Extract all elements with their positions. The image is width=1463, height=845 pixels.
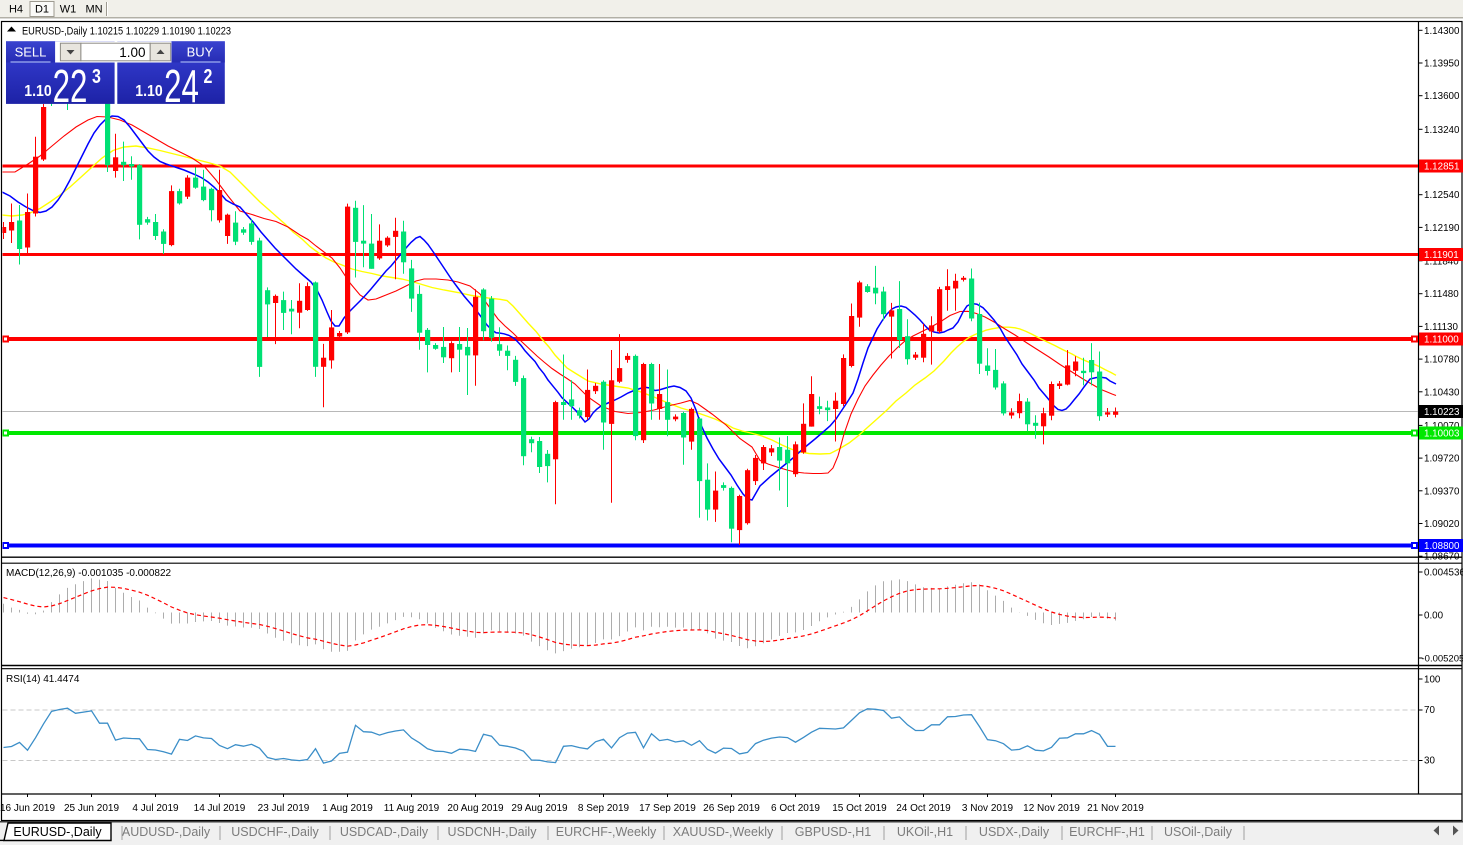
svg-text:1.12851: 1.12851	[1424, 162, 1459, 173]
svg-text:11 Aug 2019: 11 Aug 2019	[384, 803, 440, 814]
svg-text:USDX-,Daily: USDX-,Daily	[979, 825, 1050, 839]
svg-text:SELL: SELL	[15, 45, 47, 60]
svg-text:1.10430: 1.10430	[1424, 387, 1460, 398]
svg-text:24: 24	[164, 61, 199, 112]
svg-text:1.12190: 1.12190	[1424, 223, 1460, 234]
svg-text:30: 30	[1424, 755, 1435, 766]
svg-text:1.14300: 1.14300	[1424, 26, 1460, 37]
svg-text:1.09370: 1.09370	[1424, 486, 1460, 497]
svg-text:1.10223: 1.10223	[1424, 407, 1460, 418]
svg-text:1.10003: 1.10003	[1424, 429, 1460, 440]
svg-text:1.10780: 1.10780	[1424, 355, 1460, 366]
svg-text:21 Nov 2019: 21 Nov 2019	[1087, 803, 1144, 814]
svg-text:14 Jul 2019: 14 Jul 2019	[194, 803, 246, 814]
svg-text:USDCAD-,Daily: USDCAD-,Daily	[340, 825, 429, 839]
svg-text:100: 100	[1424, 674, 1441, 685]
svg-text:16 Jun 2019: 16 Jun 2019	[0, 803, 55, 814]
svg-text:17 Sep 2019: 17 Sep 2019	[639, 803, 696, 814]
svg-text:4 Jul 2019: 4 Jul 2019	[132, 803, 179, 814]
svg-text:3 Nov 2019: 3 Nov 2019	[962, 803, 1014, 814]
svg-text:1.13600: 1.13600	[1424, 91, 1460, 102]
svg-text:UKOil-,H1: UKOil-,H1	[897, 825, 953, 839]
svg-text:2: 2	[204, 65, 213, 87]
svg-text:USDCHF-,Daily: USDCHF-,Daily	[231, 825, 319, 839]
svg-text:0.004536: 0.004536	[1424, 567, 1463, 578]
svg-text:GBPUSD-,H1: GBPUSD-,H1	[795, 825, 871, 839]
svg-text:USOil-,Daily: USOil-,Daily	[1164, 825, 1233, 839]
svg-text:1.10: 1.10	[135, 82, 162, 100]
svg-text:1.10: 1.10	[24, 82, 51, 100]
svg-text:EURUSD-,Daily: EURUSD-,Daily	[13, 825, 102, 839]
svg-text:1.00: 1.00	[119, 45, 145, 60]
svg-text:26 Sep 2019: 26 Sep 2019	[703, 803, 760, 814]
svg-text:USDCNH-,Daily: USDCNH-,Daily	[448, 825, 538, 839]
svg-text:6 Oct 2019: 6 Oct 2019	[771, 803, 820, 814]
svg-text:12 Nov 2019: 12 Nov 2019	[1023, 803, 1080, 814]
svg-text:1 Aug 2019: 1 Aug 2019	[322, 803, 373, 814]
svg-text:D1: D1	[35, 4, 49, 16]
svg-text:W1: W1	[60, 4, 77, 16]
svg-text:8 Sep 2019: 8 Sep 2019	[578, 803, 630, 814]
svg-text:15 Oct 2019: 15 Oct 2019	[832, 803, 887, 814]
svg-text:1.12540: 1.12540	[1424, 190, 1460, 201]
svg-text:H4: H4	[9, 4, 23, 16]
svg-text:MN: MN	[85, 4, 102, 16]
svg-text:1.08800: 1.08800	[1424, 541, 1460, 552]
svg-text:1.11480: 1.11480	[1424, 289, 1459, 300]
svg-text:1.13950: 1.13950	[1424, 59, 1460, 70]
svg-text:1.11901: 1.11901	[1424, 250, 1459, 261]
svg-text:1.11840: 1.11840	[1424, 256, 1459, 267]
svg-text:24 Oct 2019: 24 Oct 2019	[896, 803, 951, 814]
svg-text:1.11130: 1.11130	[1424, 322, 1459, 333]
svg-text:BUY: BUY	[187, 45, 214, 60]
svg-text:29 Aug 2019: 29 Aug 2019	[511, 803, 568, 814]
svg-text:MACD(12,26,9) -0.001035 -0.000: MACD(12,26,9) -0.001035 -0.000822	[6, 568, 172, 579]
svg-text:23 Jul 2019: 23 Jul 2019	[258, 803, 310, 814]
svg-text:1.10070: 1.10070	[1424, 421, 1460, 432]
svg-text:1.09720: 1.09720	[1424, 454, 1460, 465]
svg-text:3: 3	[92, 65, 101, 87]
svg-text:-0.005205: -0.005205	[1422, 653, 1463, 664]
svg-text:AUDUSD-,Daily: AUDUSD-,Daily	[122, 825, 211, 839]
svg-text:70: 70	[1424, 705, 1435, 716]
svg-text:1.13240: 1.13240	[1424, 125, 1460, 136]
svg-text:1.09020: 1.09020	[1424, 519, 1460, 530]
svg-text:0.00: 0.00	[1424, 610, 1444, 621]
svg-text:EURCHF-,H1: EURCHF-,H1	[1069, 825, 1145, 839]
svg-text:25 Jun 2019: 25 Jun 2019	[64, 803, 119, 814]
svg-text:20 Aug 2019: 20 Aug 2019	[447, 803, 504, 814]
svg-text:EURCHF-,Weekly: EURCHF-,Weekly	[556, 825, 657, 839]
svg-text:EURUSD-,Daily 1.10215 1.10229: EURUSD-,Daily 1.10215 1.10229 1.10190 1.…	[22, 26, 231, 38]
svg-text:22: 22	[53, 61, 88, 112]
svg-text:1.11000: 1.11000	[1424, 335, 1459, 346]
svg-text:RSI(14) 41.4474: RSI(14) 41.4474	[6, 674, 80, 685]
svg-text:1.08670: 1.08670	[1424, 552, 1460, 563]
svg-text:XAUUSD-,Weekly: XAUUSD-,Weekly	[673, 825, 774, 839]
